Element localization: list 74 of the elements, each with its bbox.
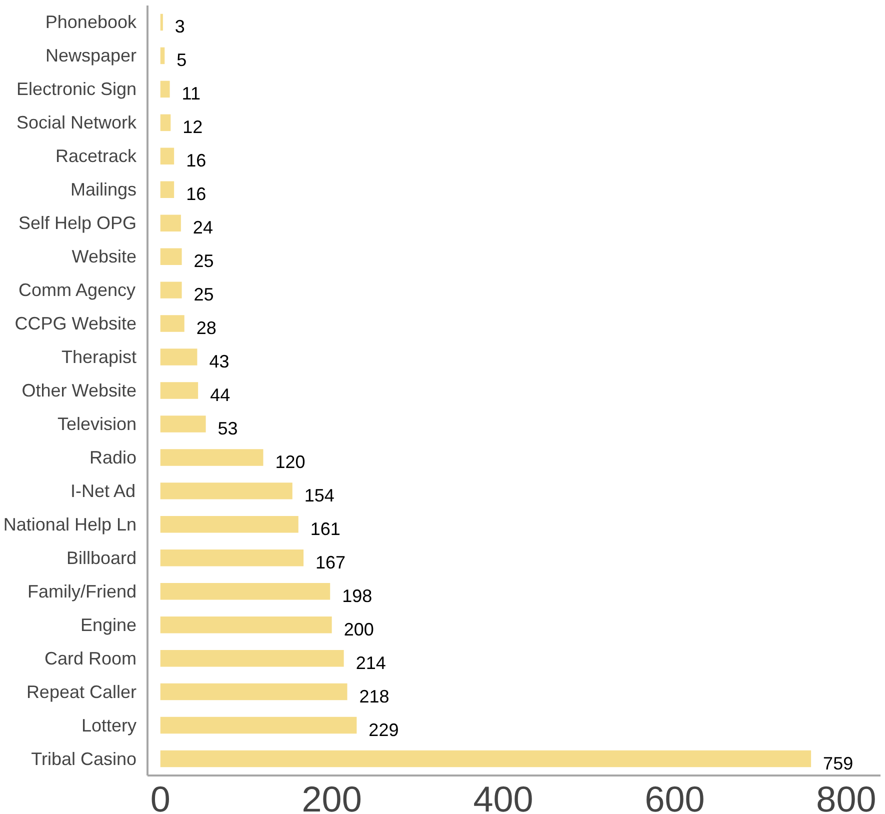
data-label: 161 <box>310 518 340 539</box>
bar <box>160 148 174 165</box>
bar <box>160 348 198 366</box>
bar <box>160 14 163 31</box>
bar <box>160 550 304 566</box>
y-tick-label: Lottery <box>81 715 137 736</box>
y-tick-label: CCPG Website <box>14 314 136 334</box>
y-tick-label: Phonebook <box>45 12 138 32</box>
data-label: 28 <box>196 318 216 338</box>
y-tick-label: Radio <box>89 447 136 468</box>
data-label: 16 <box>186 150 206 171</box>
bar <box>160 683 348 700</box>
x-tick-label: 600 <box>644 778 705 814</box>
bar <box>160 114 171 132</box>
bar <box>160 416 206 432</box>
data-label: 154 <box>304 485 334 506</box>
data-label: 198 <box>342 586 372 606</box>
data-label: 200 <box>344 619 374 640</box>
bar <box>160 80 170 98</box>
data-label: 5 <box>176 50 187 70</box>
y-tick-label: I-Net Ad <box>70 480 136 501</box>
data-label: 214 <box>356 652 386 673</box>
data-label: 25 <box>194 251 214 272</box>
data-label: 229 <box>368 720 399 740</box>
bar <box>160 716 357 734</box>
y-tick-label: Electronic Sign <box>16 79 137 100</box>
data-label: 44 <box>210 385 230 405</box>
y-tick-label: Billboard <box>66 548 137 568</box>
y-tick-label: Self Help OPG <box>18 213 136 234</box>
data-label: 167 <box>316 552 346 572</box>
y-tick-label: Tribal Casino <box>31 748 137 769</box>
bar <box>160 516 298 533</box>
y-tick-label: Mailings <box>70 180 137 200</box>
y-tick-label: Family/Friend <box>27 581 137 602</box>
bar <box>160 315 184 332</box>
y-tick-label: Card Room <box>44 648 136 668</box>
x-tick-label: 800 <box>816 778 876 814</box>
data-label: 43 <box>209 352 230 372</box>
x-tick-label: 400 <box>473 778 534 814</box>
bar <box>160 282 182 298</box>
y-tick-label: Comm Agency <box>18 280 136 300</box>
bar <box>160 482 292 500</box>
bar <box>160 650 344 667</box>
data-label: 12 <box>182 117 203 138</box>
data-label: 218 <box>359 686 390 706</box>
x-tick-label: 0 <box>150 778 170 814</box>
y-tick-label: National Help Ln <box>3 514 137 534</box>
data-label: 11 <box>182 84 200 104</box>
y-tick-label: Television <box>57 414 137 434</box>
data-label: 25 <box>194 284 214 305</box>
data-label: 24 <box>192 218 213 238</box>
bar <box>160 248 182 265</box>
bar <box>160 583 330 600</box>
bar <box>160 181 174 198</box>
data-label: 53 <box>218 418 238 438</box>
y-tick-label: Other Website <box>22 380 137 400</box>
y-tick-label: Racetrack <box>55 146 138 166</box>
bar <box>160 449 264 466</box>
y-tick-label: Repeat Caller <box>26 682 137 702</box>
x-tick-label: 200 <box>302 778 362 814</box>
y-tick-label: Newspaper <box>45 46 137 66</box>
data-label: 759 <box>823 753 854 774</box>
y-tick-label: Therapist <box>61 347 137 368</box>
bar <box>160 616 332 634</box>
bar <box>160 214 181 232</box>
data-label: 120 <box>275 452 306 472</box>
y-tick-label: Engine <box>80 614 137 635</box>
data-label: 16 <box>186 184 206 204</box>
y-tick-label: Social Network <box>16 112 138 133</box>
bar <box>160 750 812 768</box>
bar <box>160 382 198 399</box>
bar <box>160 47 165 64</box>
y-tick-label: Website <box>72 246 137 267</box>
data-label: 3 <box>174 16 185 37</box>
